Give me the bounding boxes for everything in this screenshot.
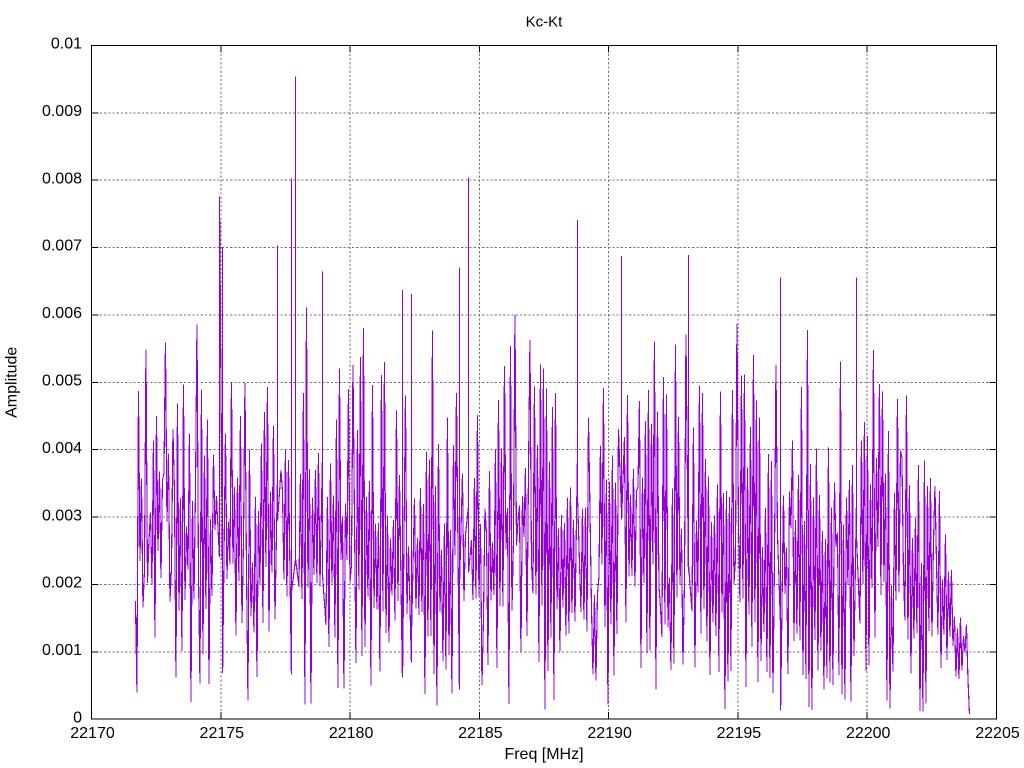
svg-text:22190: 22190 [587,725,632,742]
svg-text:0.001: 0.001 [42,642,82,659]
svg-text:22180: 22180 [329,725,374,742]
svg-text:Amplitude: Amplitude [4,347,21,418]
svg-text:0.004: 0.004 [42,440,82,457]
svg-text:0: 0 [73,709,82,726]
svg-text:22200: 22200 [846,725,891,742]
svg-text:0.005: 0.005 [42,373,82,390]
svg-text:Kc-Kt: Kc-Kt [526,14,564,31]
svg-text:22185: 22185 [458,725,503,742]
svg-text:22170: 22170 [70,725,115,742]
svg-text:0.007: 0.007 [42,238,82,255]
svg-text:0.003: 0.003 [42,507,82,524]
svg-text:Freq [MHz]: Freq [MHz] [504,746,583,763]
svg-text:0.01: 0.01 [51,36,82,53]
svg-text:22175: 22175 [200,725,245,742]
svg-text:0.009: 0.009 [42,103,82,120]
svg-text:0.002: 0.002 [42,575,82,592]
svg-text:0.006: 0.006 [42,305,82,322]
svg-text:0.008: 0.008 [42,170,82,187]
svg-text:22195: 22195 [717,725,762,742]
svg-text:22205: 22205 [975,725,1020,742]
